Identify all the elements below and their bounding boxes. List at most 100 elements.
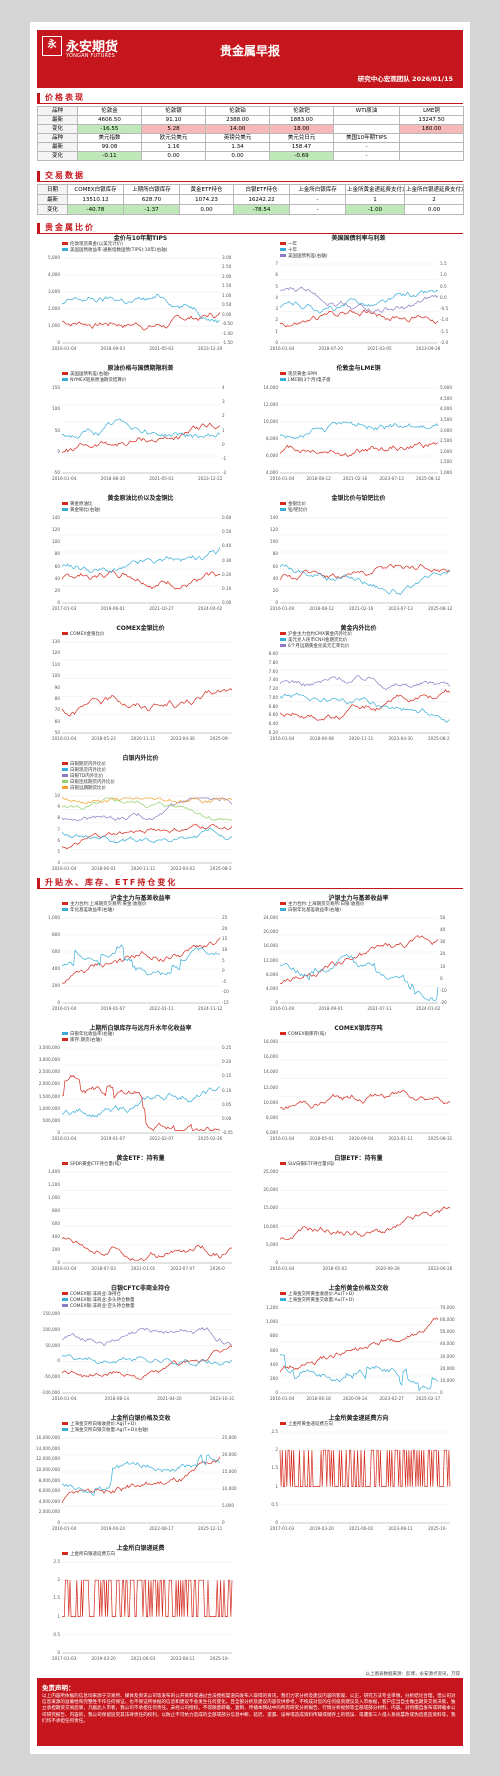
- series-line: [279, 441, 439, 458]
- x-tick-label: 2024-01-02: [416, 1006, 441, 1011]
- y-tick-label: 120: [52, 650, 60, 656]
- series-line: [279, 563, 451, 581]
- table-row: 变化 -16.55 5.28 14.00 18.00 180.00: [37, 124, 464, 134]
- legend-entry: 沪金主力合约CMX黄金内外比价: [280, 632, 450, 638]
- y-right-tick-label: 25,000: [222, 1435, 237, 1440]
- y-right-tick-label: -1.50: [222, 340, 233, 345]
- y-tick-label: 1: [275, 1483, 278, 1489]
- y-right-tick-label: 30,000: [440, 1353, 455, 1359]
- y-tick-label: 400: [52, 1234, 60, 1239]
- series-line: [61, 1086, 221, 1118]
- y-right-tick-label: 5,000: [222, 1503, 234, 1508]
- y-tick-label: 600: [52, 1221, 60, 1226]
- x-tick-label: 2018-09-03: [100, 346, 125, 351]
- report-title: 贵金属早报: [219, 44, 280, 58]
- x-tick-label: 2016-01-04: [270, 1396, 295, 1401]
- y-tick-label: 100,000: [42, 1326, 60, 1332]
- y-tick-label: 10,000: [263, 419, 278, 424]
- y-tick-label: 0: [57, 1260, 60, 1265]
- y-tick-label: 0.5: [53, 1631, 60, 1637]
- y-right-tick-label: 0: [440, 975, 443, 981]
- y-right-tick-label: 20: [440, 951, 446, 957]
- section-premium-title: 升贴水、库存、ETF持仓变化: [45, 878, 178, 887]
- y-right-tick-label: 0.15: [222, 1073, 232, 1079]
- table-row: 变化 -0.11 0.00 0.00 -0.69-: [37, 151, 464, 161]
- y-right-tick-label: -1: [222, 455, 227, 461]
- chart-c3: 原油价格与国债期限利差 美国国债利差(右轴) NYMEX轻质原油期货结算价 150 10…: [38, 362, 243, 487]
- y-tick-label: 1,000: [48, 323, 60, 328]
- legend-entry: 美国国债利差(右轴): [280, 254, 450, 260]
- legend-entry: 6个月远期黄金兑美元汇率比价: [280, 644, 450, 650]
- chart-legend: 金银比价 铂/钯比价: [280, 502, 450, 514]
- x-tick-label: 2019-03-20: [91, 1656, 116, 1661]
- y-right-tick-label: 30: [440, 939, 446, 945]
- y-tick-label: 600: [52, 949, 60, 954]
- x-tick-label: 2021-02-16: [349, 606, 374, 611]
- y-right-tick-label: 2,000: [440, 448, 452, 454]
- x-tick-label: 2018-05-23: [91, 736, 116, 741]
- series-line: [279, 1449, 451, 1487]
- y-right-tick-label: 4,000: [440, 406, 452, 412]
- table-cell: 伦敦钯: [269, 106, 334, 116]
- x-tick-label: 2025-08-2: [428, 736, 450, 741]
- table-cell: 英镑兑美元: [205, 133, 270, 143]
- table-cell: 美国10年期TIPS: [333, 133, 400, 143]
- y-right-tick-label: 10,000: [222, 1486, 237, 1491]
- series-line: [279, 935, 439, 985]
- chart-c2: 美国国债利率与利差 一年 十年 美国国债利差(右轴) 7 6 5 4 3 2 1 0 1.5 1.0 0.5…: [256, 232, 461, 357]
- y-right-tick-label: 3,500: [440, 416, 452, 422]
- y-right-tick-label: 1.50: [222, 283, 232, 289]
- table-row: 品种 美元指数 欧元兑美元 英镑兑美元 美元兑日元 美国10年期TIPS: [37, 133, 464, 143]
- x-tick-label: 2025-10-: [210, 1656, 230, 1661]
- chart-plot: [61, 917, 221, 1004]
- y-right-tick-label: 1.00: [222, 292, 232, 298]
- chart-plot: [61, 1437, 221, 1524]
- x-tick-label: 2025-08-2: [210, 866, 232, 871]
- y-tick-label: 9: [57, 804, 60, 810]
- y-tick-label: 50: [54, 730, 60, 735]
- chart-c8: 黄金内外比价 沪金主力合约CMX黄金内外比价 美元兑人民币CNH金期货比价 6个月远期…: [256, 622, 461, 747]
- legend-entry: 白银年化收益率(右轴): [62, 1032, 232, 1038]
- y-right-tick-label: 10: [440, 963, 446, 969]
- chart-legend: COMEX银库存(吨): [280, 1032, 450, 1038]
- y-tick-label: 0.5: [271, 1501, 278, 1507]
- table-cell: [333, 124, 400, 134]
- legend-entry: 美国国债收益率:通胀指数国债(TIPS):10年(右轴): [62, 248, 232, 254]
- chart-plot: [279, 917, 439, 1004]
- table-cell: -0.11: [77, 151, 142, 161]
- y-tick-label: 1.5: [53, 1595, 60, 1601]
- x-tick-label: 2023-12-20: [198, 346, 223, 351]
- chart-legend: 上海金交所黄金收盘价:Au(T+D) 上海金交所黄金交收量:Au(T+D): [280, 1292, 450, 1304]
- y-tick-label: 4,000,000: [38, 1498, 60, 1504]
- y-tick-label: 5,000: [266, 1241, 278, 1247]
- x-tick-label: 2016-01-04: [270, 1006, 295, 1011]
- y-tick-label: 6,000: [266, 453, 278, 458]
- y-tick-label: 2,000: [48, 306, 60, 311]
- legend-entry: NYMEX轻质原油期货结算价: [62, 378, 232, 384]
- chart-title: 黄金内外比价: [340, 625, 377, 632]
- legend-entry: 一年: [280, 242, 450, 248]
- table-cell: 180.00: [399, 124, 464, 134]
- table-cell: 1.34: [205, 142, 270, 152]
- y-tick-label: 60: [272, 563, 278, 569]
- legend-entry: 白银现货内外比价: [62, 768, 232, 774]
- y-tick-label: 3: [275, 306, 278, 312]
- y-tick-label: 6,000: [266, 1130, 278, 1135]
- table-cell: 品种: [37, 106, 78, 116]
- table-cell: -16.55: [77, 124, 142, 134]
- chart-plot: [61, 257, 221, 344]
- x-tick-label: 2022-02-07: [149, 1136, 174, 1141]
- y-tick-label: 24,000: [263, 915, 278, 920]
- legend-entry: COMEX银:非商业:空头持仓数量: [62, 1304, 232, 1310]
- y-right-tick-label: 0.00: [222, 1115, 232, 1121]
- x-tick-label: 2016-01-04: [270, 346, 295, 351]
- chart-title: 沪银主力与基差收益率: [328, 895, 389, 902]
- chart-plot: [279, 1171, 451, 1264]
- table-cell: 13247.50: [399, 115, 464, 125]
- y-right-tick-label: 3,000: [440, 427, 452, 433]
- chart-title: 白银内外比价: [122, 755, 159, 762]
- chart-legend: 现货黄金:SPM LME铜(3个月)电子盘: [280, 372, 450, 384]
- chart-c10: 沪金主力与基差收益率 主力合约:上海期货交易所:黄金:收盘价 年化基差收益率(右轴)…: [38, 892, 243, 1017]
- chart-title: COMEX金银比价: [116, 625, 165, 632]
- x-tick-label: 2018-06-01: [91, 866, 116, 871]
